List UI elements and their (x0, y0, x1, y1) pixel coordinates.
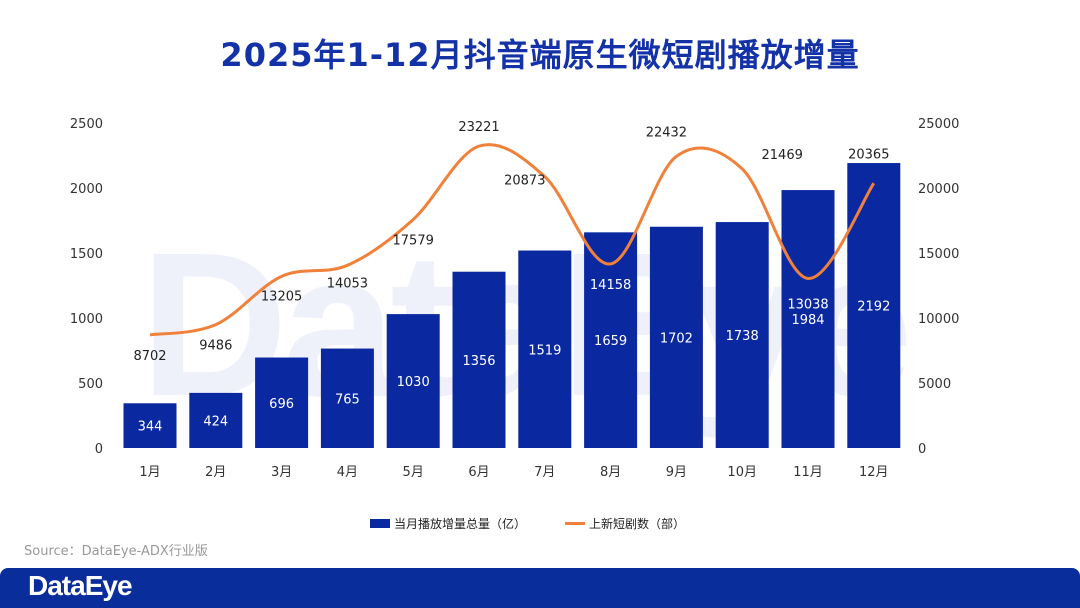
bar (386, 314, 440, 448)
line-label: 23221 (458, 120, 499, 135)
line-label: 14053 (327, 276, 368, 291)
legend-bar-swatch (370, 519, 390, 528)
y-right-tick: 10000 (918, 312, 959, 327)
y-left-tick: 2000 (70, 182, 103, 197)
y-left-tick: 500 (78, 377, 103, 392)
y-right-tick: 5000 (918, 377, 951, 392)
source-note: Source：DataEye-ADX行业版 (24, 544, 208, 559)
x-tick: 6月 (468, 465, 489, 480)
line-label: 9486 (199, 339, 232, 354)
y-left-tick: 2500 (70, 117, 103, 132)
line-label: 8702 (133, 349, 166, 364)
x-tick: 3月 (271, 465, 292, 480)
y-left-tick: 1500 (70, 247, 103, 262)
line-series (149, 143, 876, 337)
bar-label: 1519 (528, 343, 561, 358)
bar (847, 163, 901, 449)
y-right-tick: 15000 (918, 247, 959, 262)
legend-line-label: 上新短剧数（部） (589, 516, 685, 531)
bar-label: 1356 (462, 354, 495, 369)
bar (320, 348, 374, 448)
bar-label: 1738 (726, 329, 759, 344)
line-label: 13205 (261, 289, 302, 304)
bar-label: 2192 (857, 300, 890, 315)
x-tick: 12月 (859, 465, 889, 480)
bar (452, 271, 506, 448)
x-tick: 4月 (337, 465, 358, 480)
bar (649, 226, 703, 448)
line-label: 14158 (590, 278, 631, 293)
x-tick: 7月 (534, 465, 555, 480)
y-left-tick: 1000 (70, 312, 103, 327)
x-tick: 9月 (666, 465, 687, 480)
footer-bar: DataEye (0, 568, 1080, 608)
line-label: 22432 (646, 125, 687, 140)
bar (584, 232, 638, 448)
y-right-tick: 0 (918, 442, 926, 457)
bar-label: 696 (269, 397, 294, 412)
bar (255, 357, 309, 448)
x-tick: 8月 (600, 465, 621, 480)
y-right-tick: 20000 (918, 182, 959, 197)
bar-label: 765 (335, 392, 360, 407)
chart-title: 2025年1-12月抖音端原生微短剧播放增量 (220, 36, 860, 74)
bar-label: 1702 (660, 331, 693, 346)
bar-label: 1984 (791, 313, 824, 328)
bar-label: 1659 (594, 334, 627, 349)
bar (189, 392, 243, 448)
bar (781, 190, 835, 448)
bar-label: 344 (138, 420, 163, 435)
bar-label: 424 (203, 414, 228, 429)
line-label: 17579 (393, 233, 434, 248)
footer-logo: DataEye (28, 570, 133, 601)
line-label: 13038 (787, 298, 828, 313)
bar (123, 403, 177, 448)
x-tick: 5月 (403, 465, 424, 480)
legend-line-swatch (565, 522, 585, 525)
legend-bar-label: 当月播放增量总量（亿） (394, 516, 526, 531)
line-label: 21469 (762, 148, 803, 163)
x-tick: 1月 (139, 465, 160, 480)
x-tick: 11月 (793, 465, 823, 480)
bar-label: 1030 (397, 375, 430, 390)
x-tick: 10月 (727, 465, 757, 480)
bar (518, 250, 572, 448)
line-label: 20873 (504, 174, 545, 189)
y-right-tick: 25000 (918, 117, 959, 132)
x-tick: 2月 (205, 465, 226, 480)
bar (715, 222, 769, 448)
line-label: 20365 (848, 147, 889, 162)
y-left-tick: 0 (95, 442, 103, 457)
